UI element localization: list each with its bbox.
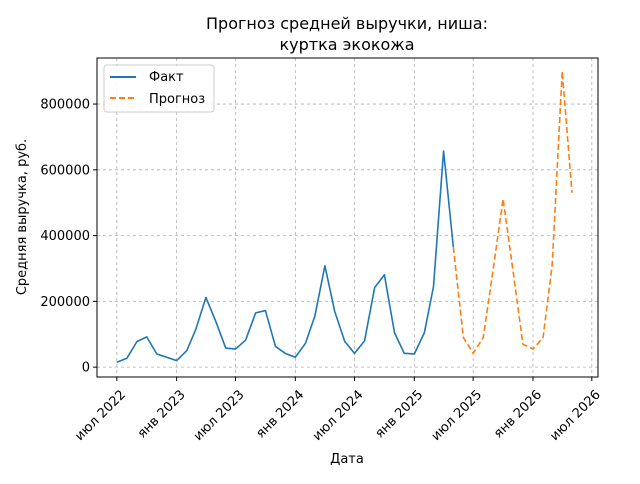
chart-title-line-1: Прогноз средней выручки, ниша: — [206, 14, 488, 33]
y-tick-label: 600000 — [40, 163, 90, 178]
legend: Факт Прогноз — [103, 64, 215, 113]
y-tick-label: 400000 — [40, 229, 90, 244]
x-axis-label: Дата — [330, 452, 364, 467]
y-tick-label: 800000 — [40, 98, 90, 113]
y-axis-label: Средняя выручка, руб. — [15, 139, 30, 295]
grid-layer — [97, 58, 598, 377]
legend-label-forecast: Прогноз — [149, 92, 205, 107]
series-line-fact — [116, 150, 455, 363]
series-line-forecast — [452, 70, 573, 355]
chart-title: Прогноз средней выручки, ниша: куртка эк… — [206, 14, 488, 54]
chart-title-line-2: куртка экокожа — [279, 35, 414, 54]
series-layer — [116, 70, 573, 363]
y-tick-label: 0 — [82, 361, 90, 376]
plot-area-frame — [96, 57, 599, 378]
y-tick-label: 200000 — [40, 295, 90, 310]
legend-label-fact: Факт — [149, 70, 184, 85]
